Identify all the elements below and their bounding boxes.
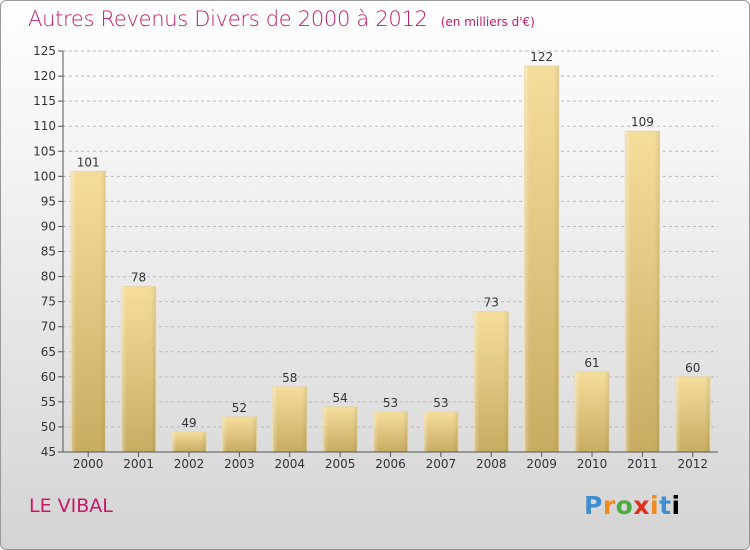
data-label-2000: 101 xyxy=(77,155,100,169)
y-tick-label: 80 xyxy=(41,270,56,284)
y-tick-label: 120 xyxy=(33,69,56,83)
data-label-2006: 53 xyxy=(383,396,398,410)
y-tick-label: 125 xyxy=(33,44,56,58)
bar-shade-2004 xyxy=(272,386,307,452)
commune-name: LE VIBAL xyxy=(29,495,113,517)
x-tick-label-2002: 2002 xyxy=(174,457,205,471)
y-tick-label: 75 xyxy=(41,295,56,309)
bar-shade-2009 xyxy=(524,66,559,452)
x-tick-label-2005: 2005 xyxy=(325,457,356,471)
proxiti-logo: Proxiti xyxy=(584,491,681,520)
gridlines xyxy=(63,50,718,453)
x-tick-label-2012: 2012 xyxy=(678,457,709,471)
axes: 45 50 55 60 65 70 75 80 85 90 95 100 105 110 115 120 125… xyxy=(33,44,718,471)
bar-shade-2001 xyxy=(121,286,156,452)
y-tick-label: 100 xyxy=(33,169,56,183)
data-labels: 101 78 49 52 58 54 53 53 73 122 61 109 60 xyxy=(77,50,701,430)
y-tick-label: 115 xyxy=(33,94,56,108)
y-tick-label: 85 xyxy=(41,245,56,259)
bar-shade-2006 xyxy=(373,411,408,452)
data-label-2005: 54 xyxy=(332,391,347,405)
y-tick-label: 45 xyxy=(41,445,56,459)
y-tick-label: 105 xyxy=(33,144,56,158)
y-tick-label: 50 xyxy=(41,420,56,434)
x-tick-label-2009: 2009 xyxy=(526,457,557,471)
x-tick-label-2004: 2004 xyxy=(274,457,305,471)
y-tick-label: 60 xyxy=(41,370,56,384)
x-tick-label-2006: 2006 xyxy=(375,457,406,471)
bar-shade-2005 xyxy=(322,406,358,452)
x-tick-label-2001: 2001 xyxy=(123,457,154,471)
chart-unit-note: (en milliers d'€) xyxy=(440,15,535,29)
data-label-2003: 52 xyxy=(232,401,247,415)
data-label-2001: 78 xyxy=(131,271,146,285)
chart-title: Autres Revenus Divers de 2000 à 2012 (en… xyxy=(28,7,535,31)
y-tick-label: 55 xyxy=(41,395,56,409)
data-label-2002: 49 xyxy=(181,416,196,430)
x-tick-label-2010: 2010 xyxy=(577,457,608,471)
y-tick-label: 95 xyxy=(41,194,56,208)
bar-shade-2012 xyxy=(675,376,710,452)
bar-shade-2007 xyxy=(423,411,459,452)
data-label-2004: 58 xyxy=(282,371,297,385)
bar-shade-2008 xyxy=(474,311,509,452)
data-label-2008: 73 xyxy=(484,296,499,310)
data-label-2009: 122 xyxy=(530,50,553,64)
bar-shade-2011 xyxy=(625,131,660,452)
chart-title-text: Autres Revenus Divers de 2000 à 2012 xyxy=(28,7,428,31)
bar-shade-2000 xyxy=(71,171,106,453)
y-tick-label: 65 xyxy=(41,345,56,359)
x-tick-label-2003: 2003 xyxy=(224,457,255,471)
y-tick-label: 110 xyxy=(33,119,56,133)
y-tick-label: 70 xyxy=(41,320,56,334)
x-tick-label-2000: 2000 xyxy=(73,457,104,471)
data-label-2007: 53 xyxy=(433,396,448,410)
bars xyxy=(70,65,711,453)
y-tick-label: 90 xyxy=(41,219,56,233)
x-tick-label-2011: 2011 xyxy=(627,457,658,471)
bar-shade-2002 xyxy=(171,431,207,452)
x-tick-label-2008: 2008 xyxy=(476,457,507,471)
data-label-2011: 109 xyxy=(631,115,654,129)
bar-shade-2010 xyxy=(574,371,610,452)
bar-shade-2003 xyxy=(222,416,257,452)
data-label-2012: 60 xyxy=(685,361,700,375)
data-label-2010: 61 xyxy=(584,356,599,370)
x-tick-label-2007: 2007 xyxy=(426,457,457,471)
